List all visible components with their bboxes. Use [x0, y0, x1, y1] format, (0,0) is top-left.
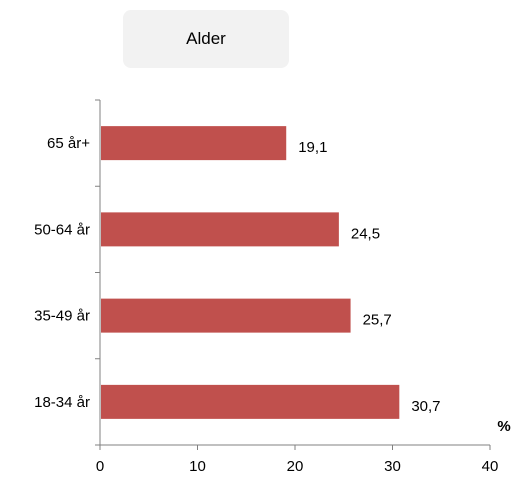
value-label: 30,7	[411, 398, 440, 415]
category-label: 50-64 år	[34, 221, 90, 238]
value-label: 25,7	[363, 312, 392, 329]
chart-axes	[95, 99, 491, 450]
x-tick-label: 0	[96, 458, 104, 475]
bar	[101, 126, 287, 161]
bar	[101, 212, 339, 247]
bar	[101, 384, 400, 419]
category-label: 35-49 år	[34, 308, 90, 325]
chart-title: Alder	[186, 29, 226, 48]
value-label: 24,5	[351, 225, 380, 242]
x-tick-label: 20	[287, 458, 304, 475]
chart-bars	[101, 126, 400, 419]
x-tick-label: 10	[189, 458, 206, 475]
chart-title-box: Alder	[123, 10, 289, 68]
category-label: 18-34 år	[34, 394, 90, 411]
value-label: 19,1	[298, 139, 327, 156]
chart-labels: 0 10 20 30 40% 65 år+ 19,1 50-64 år 24,5 35-49 år…	[34, 135, 511, 475]
x-tick-label: 40	[482, 458, 499, 475]
x-unit-label: %	[497, 418, 510, 435]
x-tick-label: 30	[384, 458, 401, 475]
category-label: 65 år+	[47, 135, 90, 152]
bar	[101, 298, 351, 333]
